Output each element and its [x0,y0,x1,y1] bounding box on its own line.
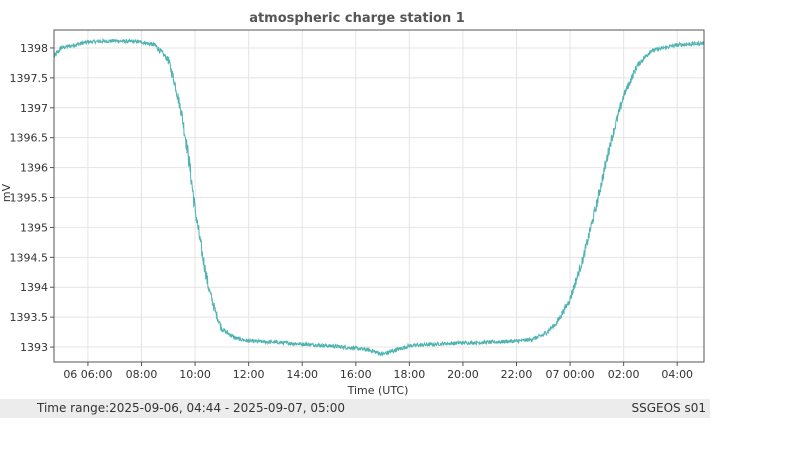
data-point [60,47,62,49]
data-point [114,40,116,42]
x-tick-label: 20:00 [447,368,479,381]
x-ticks: 06 06:00 08:00 10:00 12:00 14:00 16:00 18:00 20… [63,362,693,381]
time-range-value: 2025-09-06, 04:44 - 2025-09-07, 05:00 [109,401,345,415]
status-bar: Time range:2025-09-06, 04:44 - 2025-09-0… [0,399,710,418]
x-tick-label: 12:00 [233,368,265,381]
y-tick-label: 1397.5 [10,72,49,85]
data-point [649,50,652,52]
data-point [328,345,330,347]
x-tick-label: 22:00 [501,368,533,381]
y-tick-label: 1393.5 [10,311,49,324]
data-point [542,334,544,336]
y-tick-label: 1398 [20,42,48,55]
x-axis-label: Time (UTC) [347,384,409,397]
data-point [194,208,196,211]
y-tick-label: 1395 [20,221,48,234]
data-point [248,340,250,342]
data-point [234,337,236,339]
y-tick-label: 1394.5 [10,251,49,264]
data-point [187,155,189,157]
grid-layer [54,30,704,362]
data-point [214,310,216,312]
data-point [140,41,143,43]
series-layer [53,37,705,357]
y-ticks: 1393 1393.5 1394 1394.5 1395 1395.5 1396 1396.5… [10,42,54,354]
data-point [569,298,571,300]
data-point [301,343,303,345]
x-tick-label: 06 06:00 [63,368,112,381]
data-point [167,59,169,61]
chart-panel: atmospheric charge station 1 1393 1393.5 1… [0,11,710,418]
plot-frame [53,29,705,363]
x-tick-label: 07 00:00 [545,368,594,381]
y-axis-label: mV [0,183,13,202]
data-point [462,342,464,344]
y-tick-label: 1396.5 [10,132,49,145]
data-point [435,343,437,345]
data-point [623,95,625,97]
data-point [596,202,598,205]
time-range-status: Time range:2025-09-06, 04:44 - 2025-09-0… [37,401,345,415]
data-point [489,341,491,343]
data-point [676,44,678,46]
x-tick-label: 16:00 [340,368,372,381]
y-tick-label: 1396 [20,162,48,175]
data-point [207,286,210,288]
x-tick-label: 08:00 [126,368,158,381]
data-point [556,322,558,324]
data-point [609,143,611,145]
data-point [221,328,223,330]
data-point [274,341,277,343]
data-point [181,113,183,115]
time-range-label: Time range: [37,401,110,415]
x-tick-label: 14:00 [286,368,318,381]
data-point [529,339,531,341]
data-point [368,349,370,351]
data-point [154,44,156,46]
y-tick-label: 1394 [20,281,48,294]
data-point [381,353,384,355]
x-tick-label: 04:00 [661,368,693,381]
x-tick-label: 10:00 [179,368,211,381]
series-line [53,37,705,357]
data-point [73,44,76,46]
y-tick-label: 1393 [20,341,48,354]
data-point [636,65,638,67]
data-point [515,340,518,342]
data-point [395,349,397,351]
chart-svg: atmospheric charge station 1 13931393.51… [0,11,705,397]
y-tick-label: 1397 [20,102,48,115]
x-tick-label: 02:00 [608,368,640,381]
data-point [201,250,203,252]
data-point [174,83,176,85]
data-point [355,347,357,349]
chart-title: atmospheric charge station 1 [249,11,465,26]
station-id: SSGEOS s01 [631,401,706,415]
x-tick-label: 18:00 [394,368,426,381]
data-point [87,41,89,43]
y-tick-label: 1395.5 [10,191,49,204]
data-point [408,345,410,347]
data-point [582,256,585,258]
